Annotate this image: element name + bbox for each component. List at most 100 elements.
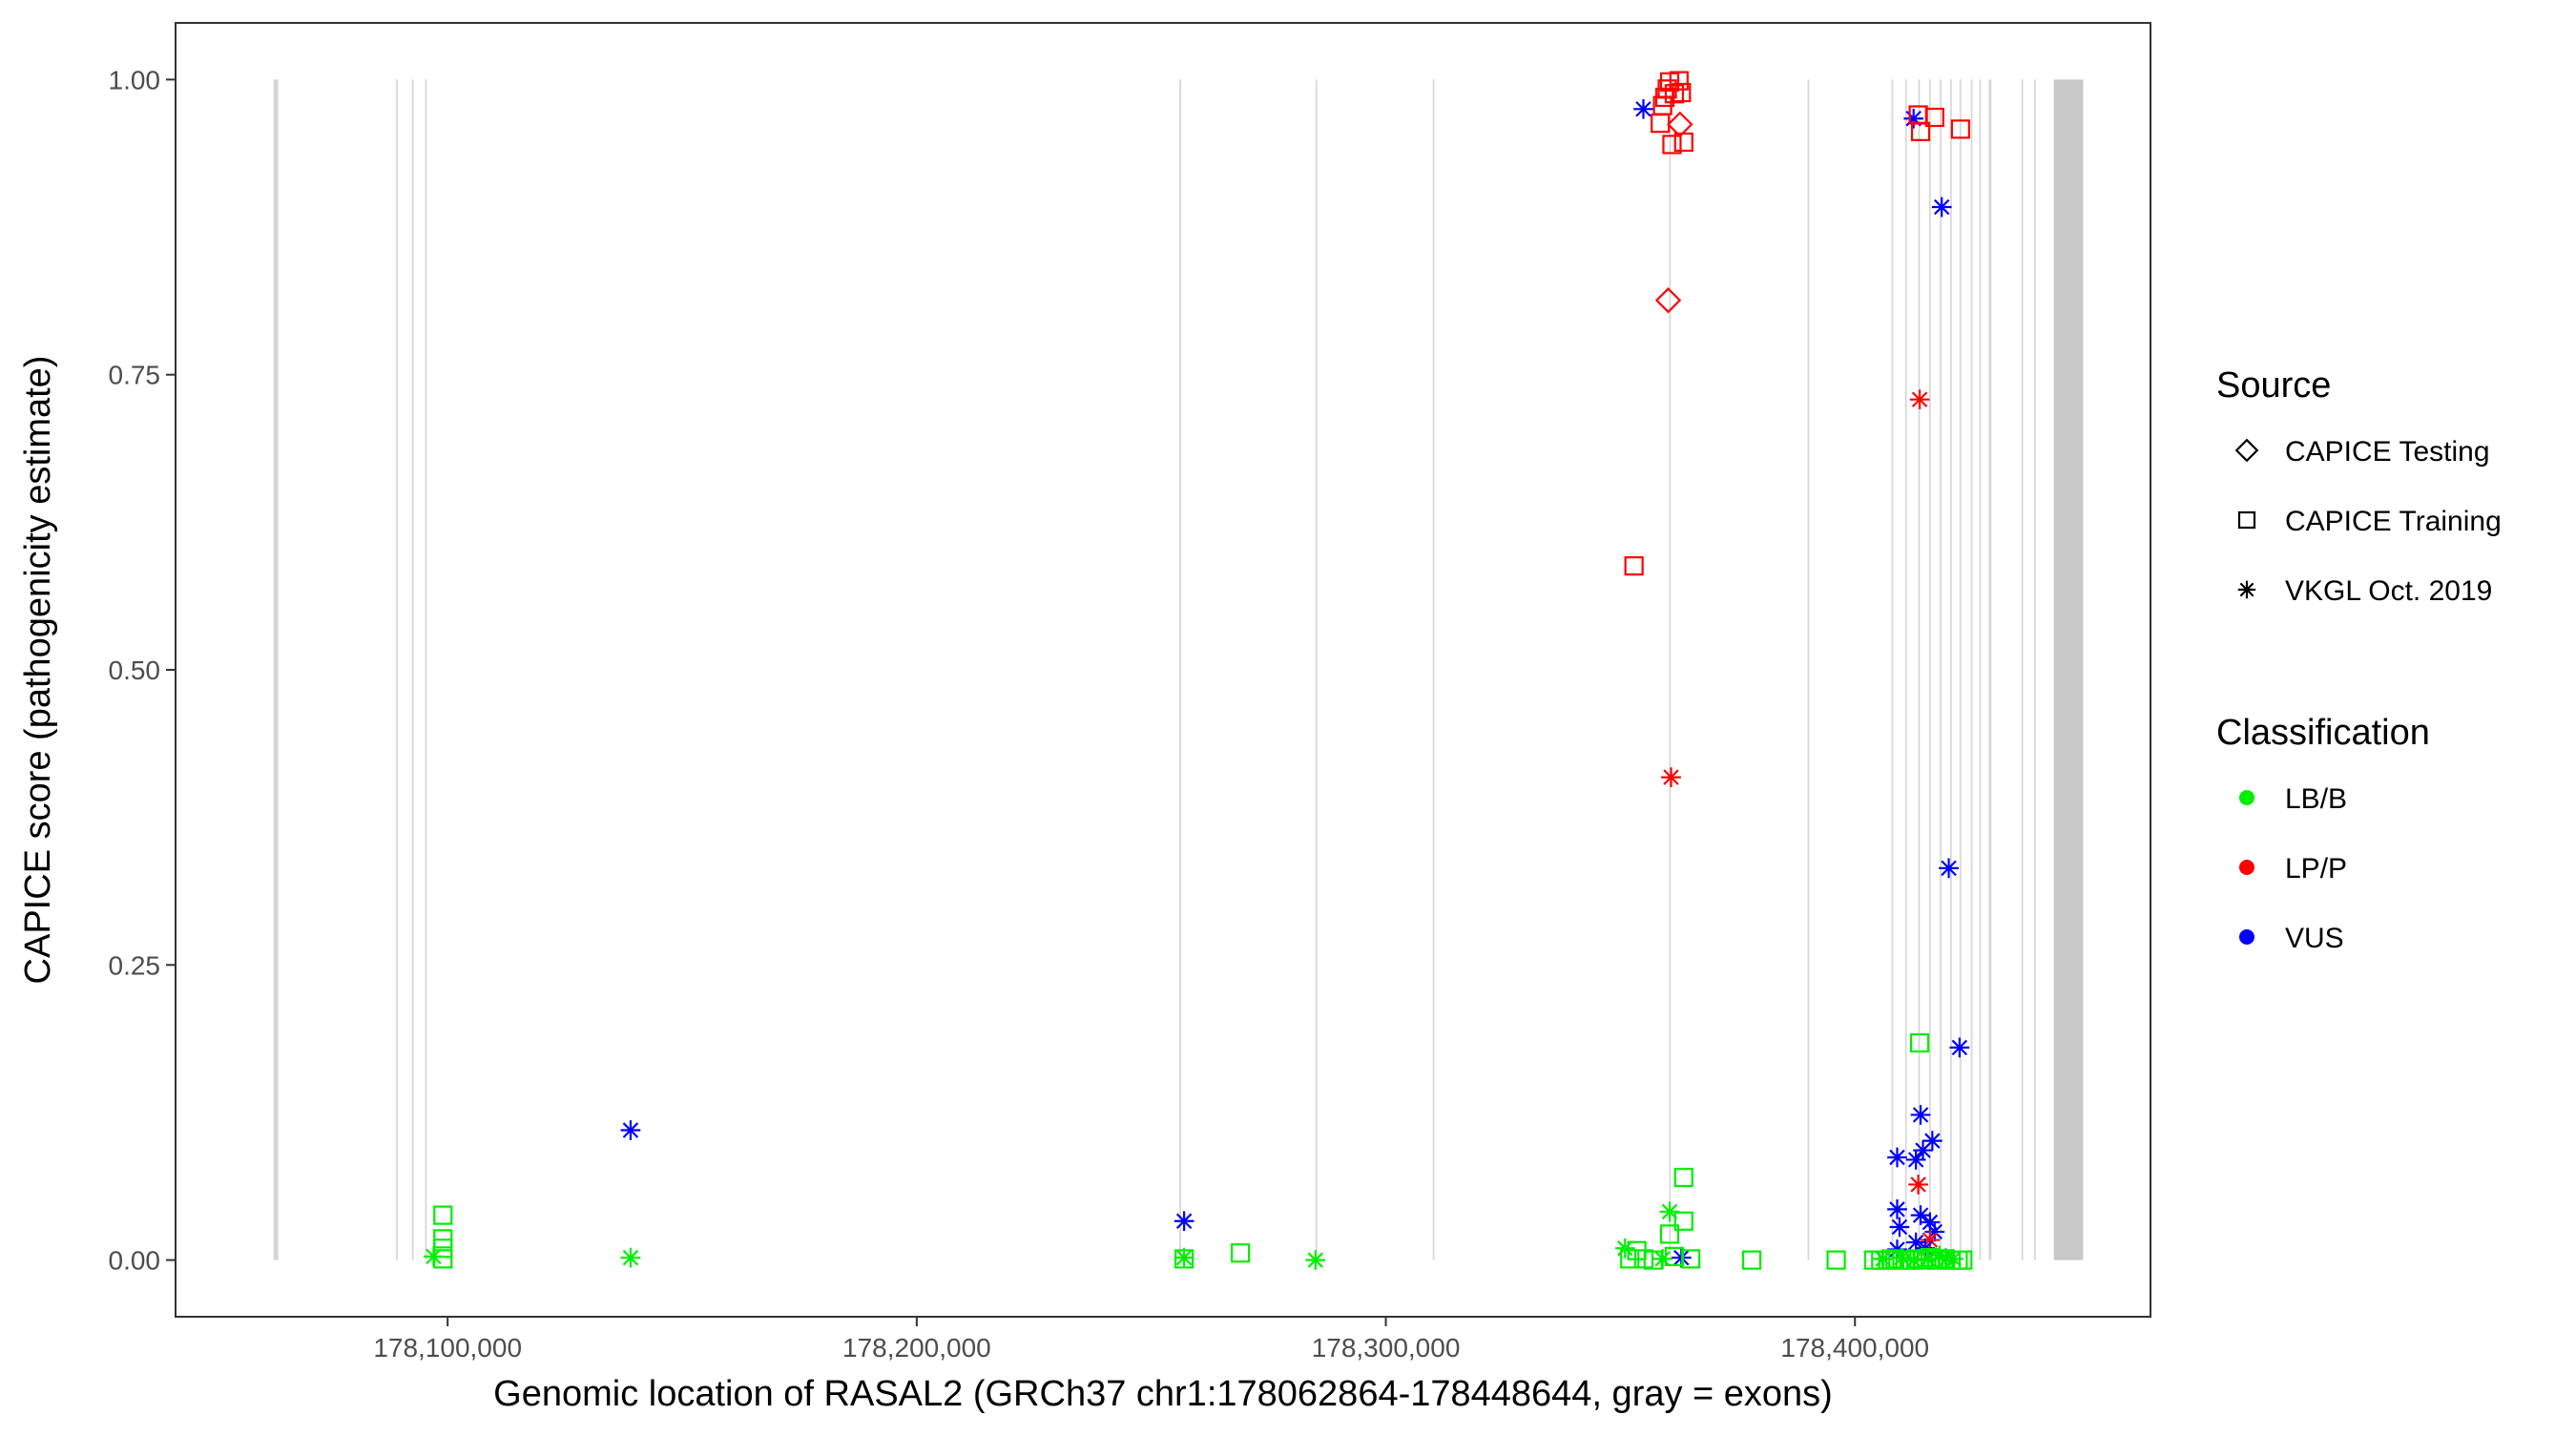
data-point-square: [1950, 119, 1970, 139]
data-point-square: [1826, 1250, 1846, 1270]
data-point-asterisk: [1909, 389, 1930, 410]
point-layer: [424, 71, 1973, 1270]
x-tick-label: 178,300,000: [1312, 1333, 1461, 1363]
legend-key-dot-icon: [2239, 929, 2254, 945]
data-point-asterisk: [1174, 1247, 1195, 1268]
data-point-asterisk: [1910, 1205, 1931, 1225]
legend-classification-label: VUS: [2285, 923, 2344, 954]
data-point-asterisk: [620, 1247, 641, 1268]
data-point-square: [1878, 1250, 1898, 1270]
legend-classification-title: Classification: [2216, 713, 2430, 753]
exon-band: [1918, 79, 1921, 1260]
legend-source-item: VKGL Oct. 2019: [2237, 575, 2492, 607]
data-point-square: [1624, 556, 1644, 576]
y-axis-title: CAPICE score (pathogenicity estimate): [18, 356, 58, 985]
data-point-asterisk: [1924, 1221, 1945, 1242]
exon-band: [1970, 79, 1973, 1260]
data-point-asterisk: [1949, 1037, 1970, 1058]
data-point-diamond: [1654, 287, 1682, 314]
x-axis-title: Genomic location of RASAL2 (GRCh37 chr1:…: [493, 1374, 1833, 1414]
data-point-asterisk: [1943, 1249, 1963, 1269]
legend-classification-item: LB/B: [2239, 783, 2347, 815]
data-point-asterisk: [1174, 1211, 1195, 1232]
data-point-square: [1681, 1249, 1701, 1269]
legend-key-diamond-icon: [2234, 438, 2259, 463]
legend-source-title: Source: [2216, 365, 2331, 406]
exon-band: [411, 79, 414, 1260]
exon-band: [1807, 79, 1810, 1260]
y-tick-label: 0.25: [109, 950, 161, 980]
exon-band: [1950, 79, 1952, 1260]
data-point-asterisk: [1939, 858, 1959, 879]
data-point-asterisk: [1920, 1230, 1941, 1250]
data-point-square: [1669, 71, 1689, 91]
data-point-asterisk: [1889, 1217, 1910, 1238]
x-tick-label: 178,200,000: [842, 1333, 991, 1363]
data-point-asterisk: [1305, 1250, 1326, 1270]
exon-band: [273, 79, 279, 1260]
legend-source-label: VKGL Oct. 2019: [2285, 575, 2492, 607]
data-point-asterisk: [1887, 1199, 1907, 1219]
data-point-square: [1662, 135, 1682, 155]
x-tick-label: 178,400,000: [1780, 1333, 1929, 1363]
data-point-asterisk: [1910, 1105, 1931, 1125]
data-point-square: [1664, 84, 1685, 104]
legend-classification-item: VUS: [2239, 923, 2344, 954]
legend-key-dot-icon: [2239, 860, 2254, 875]
exon-band: [396, 79, 398, 1260]
data-point-asterisk: [1633, 98, 1653, 119]
data-point-asterisk: [620, 1120, 641, 1140]
legend-source-label: CAPICE Training: [2285, 506, 2502, 537]
legend: Source Classification CAPICE Testing CAPI…: [2216, 365, 2502, 954]
data-point-asterisk: [1922, 1131, 1942, 1151]
legend-classification-label: LB/B: [2285, 783, 2347, 815]
exon-band: [1891, 79, 1894, 1260]
data-point-asterisk: [1913, 1140, 1933, 1160]
exon-layer: [273, 79, 2084, 1260]
data-point-asterisk: [1908, 1175, 1928, 1195]
data-point-asterisk: [1903, 1250, 1924, 1270]
exon-band: [1432, 79, 1435, 1260]
data-point-asterisk: [1905, 1232, 1926, 1253]
data-point-asterisk: [1652, 1249, 1672, 1269]
exon-band: [2034, 79, 2036, 1260]
data-point-asterisk: [1931, 197, 1952, 218]
exon-band: [1940, 79, 1942, 1260]
y-tick-label: 0.50: [109, 656, 161, 685]
exon-band: [1979, 79, 1982, 1260]
exon-band: [1928, 79, 1931, 1260]
y-tick-label: 0.75: [109, 361, 161, 390]
exon-band: [1179, 79, 1181, 1260]
data-point-asterisk: [1887, 1147, 1907, 1168]
data-point-asterisk: [1905, 1150, 1926, 1170]
exon-band: [1669, 79, 1672, 1260]
data-point-square: [1231, 1243, 1251, 1263]
data-point-square: [1910, 121, 1931, 141]
data-point-asterisk: [1661, 767, 1681, 787]
legend-source-item: CAPICE Training: [2237, 506, 2502, 537]
data-point-square: [433, 1249, 453, 1269]
y-axis-ticks: 0.00 0.25 0.50 0.75 1.00: [109, 65, 176, 1276]
exon-band: [425, 79, 427, 1260]
data-point-square: [1672, 82, 1692, 103]
data-point-asterisk: [1873, 1249, 1894, 1269]
y-tick-label: 1.00: [109, 65, 161, 94]
exon-band: [2021, 79, 2024, 1260]
data-point-asterisk: [1929, 1245, 1950, 1266]
data-point-asterisk: [1659, 1201, 1680, 1222]
data-point-square: [1673, 1211, 1693, 1231]
data-point-square: [1673, 1167, 1693, 1188]
data-point-asterisk: [1920, 1212, 1941, 1233]
data-point-square: [433, 1238, 453, 1259]
exon-band: [1904, 79, 1907, 1260]
data-point-asterisk: [1903, 108, 1924, 129]
data-point-square: [1909, 1032, 1930, 1053]
data-point-asterisk: [1918, 1249, 1938, 1269]
legend-key-square-icon: [2237, 510, 2256, 530]
data-point-square: [1659, 1224, 1680, 1244]
data-point-diamond: [1667, 111, 1693, 138]
exon-band: [1988, 79, 1992, 1260]
